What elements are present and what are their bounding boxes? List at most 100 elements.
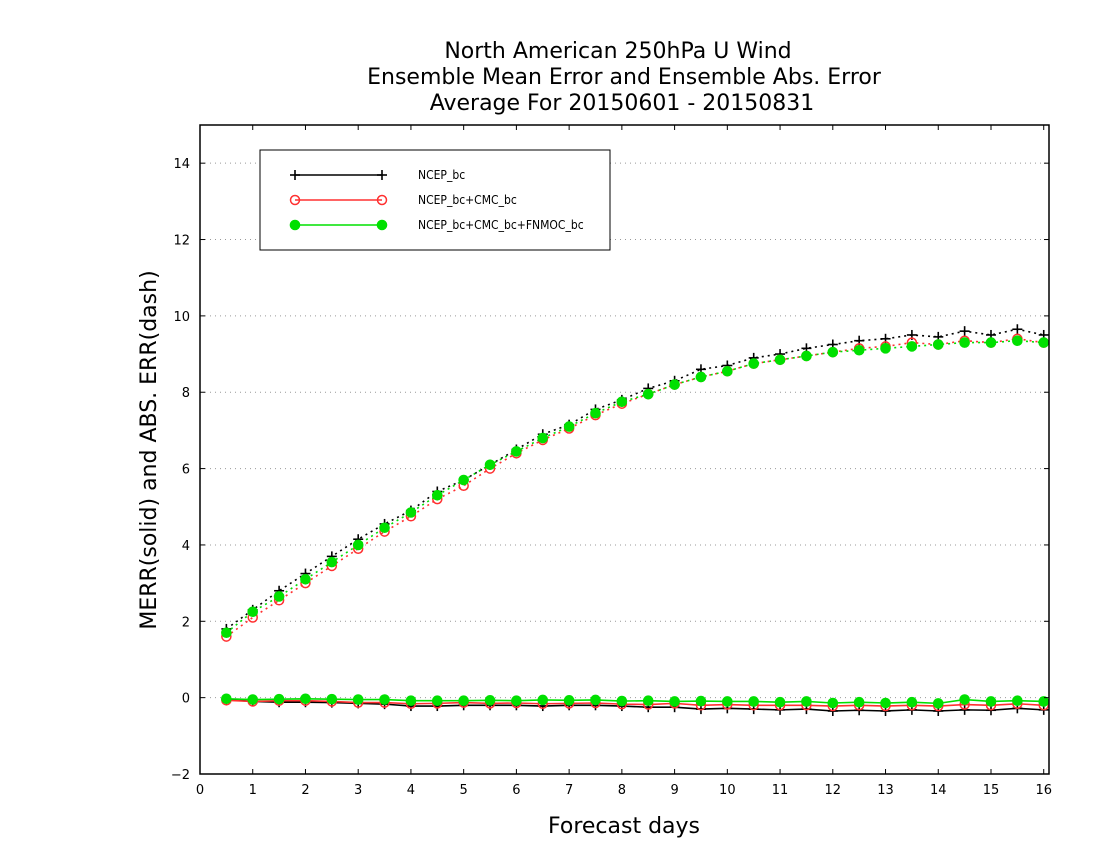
data-point <box>431 695 443 707</box>
data-point <box>801 696 812 707</box>
legend-label: NCEP_bc+CMC_bc <box>418 193 517 207</box>
data-point <box>827 697 839 709</box>
data-point <box>959 704 970 715</box>
data-point <box>1038 337 1050 348</box>
x-tick-label: 2 <box>301 783 309 798</box>
data-point <box>273 693 285 705</box>
x-tick-label: 13 <box>877 783 894 798</box>
data-point <box>563 695 575 706</box>
data-point <box>376 194 388 206</box>
data-point <box>458 695 469 707</box>
x-tick-label: 0 <box>196 783 204 798</box>
series-3 <box>221 335 1050 709</box>
data-point <box>431 490 443 501</box>
plot-frame <box>199 124 1050 775</box>
x-tick-label: 15 <box>983 783 1000 798</box>
data-point <box>352 694 364 705</box>
legend-label: NCEP_bc+CMC_bc+FNMOC_bc <box>418 218 584 232</box>
data-point <box>484 695 496 706</box>
data-point <box>1012 324 1023 335</box>
data-point <box>458 474 469 486</box>
data-point <box>932 698 944 709</box>
data-point <box>774 354 786 366</box>
data-point <box>880 343 891 354</box>
data-point <box>959 694 970 705</box>
legend-label: NCEP_bc <box>418 168 465 182</box>
y-tick-label: 10 <box>173 310 190 325</box>
x-tick-label: 16 <box>1035 783 1052 798</box>
data-point <box>376 219 388 231</box>
x-tick-label: 5 <box>460 783 468 798</box>
data-point <box>616 695 628 707</box>
y-axis-label: MERR(solid) and ABS. ERR(dash) <box>137 270 162 629</box>
data-point <box>906 696 918 708</box>
data-point <box>985 696 997 707</box>
legend: NCEP_bc NCEP_bc+CMC_bc NCEP_bc+CMC_bc+FNMO… <box>259 149 611 251</box>
data-point <box>289 219 301 231</box>
data-point <box>642 695 654 707</box>
data-point <box>326 693 338 705</box>
abs-err-line <box>225 328 1044 630</box>
data-point <box>537 432 549 444</box>
data-point <box>774 696 786 708</box>
x-tick-label: 8 <box>618 783 626 798</box>
y-axis: −2 0 2 4 6 8 10 12 14 <box>171 157 1049 783</box>
x-tick-label: 1 <box>249 783 257 798</box>
y-tick-label: 0 <box>182 692 190 707</box>
data-point <box>985 337 997 348</box>
x-tick-label: 4 <box>407 783 415 798</box>
data-point <box>695 695 707 707</box>
data-point <box>289 194 301 206</box>
data-point <box>300 574 311 585</box>
y-tick-label: 2 <box>182 615 190 630</box>
legend-item: NCEP_bc+CMC_bc <box>289 193 517 207</box>
data-point <box>669 696 680 707</box>
data-point <box>405 507 417 518</box>
y-tick-label: 4 <box>182 539 190 554</box>
data-point <box>695 371 707 383</box>
x-tick-label: 9 <box>670 783 678 798</box>
data-point <box>906 341 918 352</box>
data-point <box>379 694 390 705</box>
data-point <box>377 170 387 180</box>
data-point <box>642 388 654 400</box>
data-point <box>959 337 970 348</box>
data-point <box>722 365 733 377</box>
y-tick-label: 8 <box>182 386 190 401</box>
data-point <box>959 326 970 337</box>
data-point <box>273 591 285 602</box>
data-point <box>748 358 759 369</box>
y-tick-label: 6 <box>182 463 190 478</box>
data-point <box>1012 695 1023 707</box>
data-point <box>352 539 364 551</box>
chart-title-line-2: Ensemble Mean Error and Ensemble Abs. Er… <box>367 65 882 90</box>
y-tick-label: 14 <box>173 157 190 172</box>
data-point <box>405 695 417 707</box>
data-point <box>221 693 232 705</box>
data-point <box>300 693 311 705</box>
data-point <box>590 694 601 706</box>
data-point <box>932 339 944 350</box>
x-tick-label: 14 <box>930 783 947 798</box>
data-point <box>1012 335 1023 346</box>
data-point <box>247 694 259 705</box>
y-tick-label: −2 <box>171 768 190 783</box>
legend-item: NCEP_bc <box>290 168 465 182</box>
legend-items: NCEP_bc NCEP_bc+CMC_bc NCEP_bc+CMC_bc+FNMO… <box>289 168 584 232</box>
data-point <box>827 346 839 358</box>
chart-title-line-3: Average For 20150601 - 20150831 <box>430 91 815 116</box>
data-point <box>853 696 865 708</box>
data-point <box>801 350 812 362</box>
y-tick-label: 12 <box>173 234 190 249</box>
data-point <box>590 407 601 419</box>
x-axis-label: Forecast days <box>548 814 700 839</box>
x-tick-label: 6 <box>512 783 520 798</box>
data-point <box>290 170 300 180</box>
x-tick-label: 3 <box>354 783 362 798</box>
data-point <box>669 379 680 390</box>
series-1 <box>221 324 1049 717</box>
data-point <box>511 695 522 707</box>
x-tick-label: 12 <box>825 783 842 798</box>
x-tick-label: 10 <box>719 783 736 798</box>
